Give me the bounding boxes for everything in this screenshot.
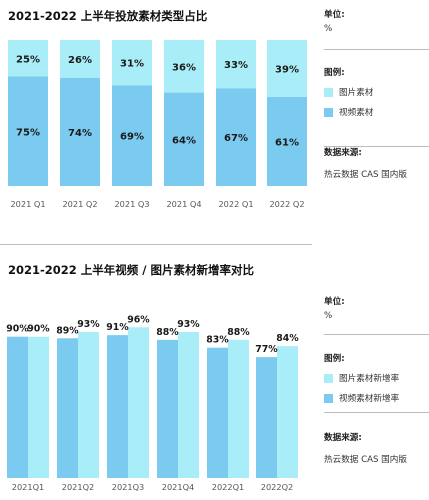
chart-title: 2021-2022 上半年视频 / 图片素材新增率对比 — [8, 263, 254, 277]
data-label-video: 75% — [16, 127, 40, 138]
bar-image — [78, 331, 99, 478]
unit-label: 单位: — [324, 297, 345, 307]
data-label-image: 96% — [127, 314, 150, 325]
side-divider — [324, 334, 429, 335]
data-label-video: 90% — [6, 324, 29, 335]
bar-image — [216, 40, 256, 89]
data-label-image: 84% — [276, 333, 299, 344]
bar-image — [228, 339, 249, 478]
data-label-image: 36% — [172, 62, 196, 73]
legend-text: 图片素材 — [339, 88, 374, 98]
chart-title: 2021-2022 上半年投放素材类型占比 — [8, 9, 208, 23]
source-value: 热云数据 CAS 国内版 — [324, 455, 407, 465]
legend-swatch-image — [324, 373, 333, 383]
unit-value: % — [324, 24, 333, 34]
bar-image — [164, 40, 204, 93]
data-label-image: 25% — [16, 54, 40, 65]
bar-video — [57, 338, 78, 478]
bar-video — [8, 76, 48, 186]
data-label-image: 88% — [227, 327, 250, 338]
bar-image — [178, 331, 199, 478]
data-label-video: 61% — [275, 137, 299, 148]
legend-text: 视频素材新增率 — [339, 394, 400, 404]
bar-image — [277, 346, 298, 478]
bar-video — [157, 339, 178, 478]
x-tick-label: 2022Q2 — [261, 482, 294, 492]
bar-image — [8, 40, 48, 77]
bar-image — [128, 327, 149, 478]
bar-video — [207, 347, 228, 478]
x-tick-label: 2022 Q1 — [218, 199, 253, 209]
bar-video — [267, 96, 307, 186]
data-label-video: 67% — [224, 133, 248, 144]
side-divider — [324, 146, 429, 147]
legend-label: 图例: — [324, 68, 345, 78]
legend-item: 视频素材新增率 — [324, 392, 429, 404]
data-label-video: 83% — [206, 335, 229, 346]
x-tick-label: 2021Q4 — [162, 482, 195, 492]
x-tick-label: 2021 Q2 — [62, 199, 97, 209]
bar-image — [60, 40, 100, 78]
unit-label: 单位: — [324, 10, 345, 20]
data-label-video: 64% — [172, 135, 196, 146]
stacked-bar-plot: 75% 25% 2021 Q1 74% 26% 2021 Q2 69% 31% 2021 Q3 6… — [8, 40, 307, 209]
data-label-video: 69% — [120, 132, 144, 143]
bar-image — [28, 336, 49, 478]
x-tick-label: 2021Q3 — [112, 482, 145, 492]
legend-swatch-video — [324, 393, 333, 403]
data-label-video: 91% — [106, 322, 129, 333]
x-tick-label: 2021 Q3 — [114, 199, 149, 209]
source-value: 热云数据 CAS 国内版 — [324, 170, 407, 180]
unit-value: % — [324, 311, 333, 321]
legend-item: 图片素材新增率 — [324, 372, 429, 384]
chart-material-growth-compare: 2021-2022 上半年视频 / 图片素材新增率对比 90% 90% 2021Q1… — [0, 252, 429, 500]
x-tick-label: 2021 Q1 — [10, 199, 45, 209]
data-label-image: 39% — [275, 64, 299, 75]
bar-image — [267, 40, 307, 97]
x-tick-label: 2021Q1 — [12, 482, 45, 492]
source-label: 数据来源: — [324, 148, 362, 158]
data-label-video: 74% — [68, 128, 92, 139]
data-label-image: 33% — [224, 60, 248, 71]
data-label-image: 93% — [77, 319, 100, 330]
legend-item: 视频素材 — [324, 106, 429, 118]
x-tick-label: 2022 Q2 — [269, 199, 304, 209]
bar-image — [112, 40, 152, 86]
bar-video — [164, 92, 204, 186]
data-label-video: 88% — [156, 327, 179, 338]
grouped-bar-plot: 90%90%2021Q189%93%2021Q291%96%2021Q388%9… — [6, 314, 299, 492]
data-label-video: 77% — [255, 344, 278, 355]
legend-text: 视频素材 — [339, 108, 374, 118]
bar-video — [107, 335, 128, 478]
data-label-video: 89% — [56, 325, 79, 336]
data-label-image: 93% — [177, 319, 200, 330]
data-label-image: 31% — [120, 59, 144, 70]
x-tick-label: 2021Q2 — [62, 482, 95, 492]
bar-video — [60, 77, 100, 186]
legend-swatch-video — [324, 107, 333, 117]
legend-swatch-image — [324, 87, 333, 97]
legend-item: 图片素材 — [324, 86, 429, 98]
chart-side-panel: 单位: % 图例: 图片素材 视频素材 数据来源: 热云数据 CAS 国内版 — [324, 8, 429, 180]
data-label-image: 26% — [68, 55, 92, 66]
chart-side-panel: 单位: % 图例: 图片素材新增率 视频素材新增率 数据来源: 热云数据 CAS… — [324, 295, 429, 465]
legend-label: 图例: — [324, 354, 345, 364]
x-tick-label: 2022Q1 — [212, 482, 245, 492]
data-label-image: 90% — [27, 324, 50, 335]
side-divider — [324, 412, 429, 413]
bar-video — [216, 88, 256, 186]
section-divider — [0, 244, 312, 245]
bar-video — [7, 336, 28, 478]
side-divider — [324, 49, 429, 50]
bar-video — [112, 85, 152, 186]
source-label: 数据来源: — [324, 433, 362, 443]
bar-video — [256, 357, 277, 478]
x-tick-label: 2021 Q4 — [166, 199, 201, 209]
legend-text: 图片素材新增率 — [339, 374, 400, 384]
chart-material-type-share: 2021-2022 上半年投放素材类型占比 75% 25% 2021 Q1 74% 26… — [0, 0, 429, 236]
